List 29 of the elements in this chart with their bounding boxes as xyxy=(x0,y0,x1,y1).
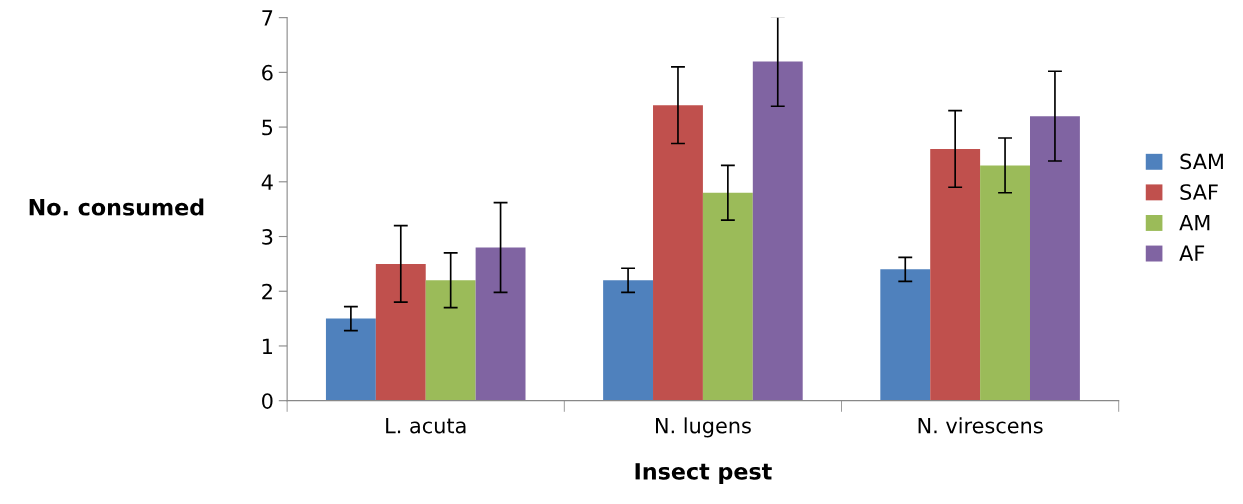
legend-label: AM xyxy=(1179,215,1210,231)
y-axis-title: No. consumed xyxy=(29,198,204,216)
bar xyxy=(1030,116,1080,401)
x-tick-label: L. acuta xyxy=(386,417,466,434)
y-tick-label: 6 xyxy=(262,64,273,81)
legend-label: AF xyxy=(1179,245,1205,261)
x-tick-label: N. lugens xyxy=(656,417,751,438)
bar xyxy=(325,318,376,401)
y-tick-label: 2 xyxy=(262,283,272,300)
y-tick-label: 0 xyxy=(262,393,273,409)
bar xyxy=(425,280,476,401)
bar xyxy=(752,61,803,401)
bar xyxy=(702,192,753,401)
bar xyxy=(603,280,654,401)
legend-label: SAF xyxy=(1180,184,1218,200)
y-tick-label: 3 xyxy=(262,228,273,245)
y-tick-label: 1 xyxy=(262,338,273,354)
bar xyxy=(980,165,1030,401)
bar xyxy=(930,148,981,401)
y-tick-label: 7 xyxy=(262,10,273,26)
bar xyxy=(880,269,931,401)
x-tick-label: N. virescens xyxy=(918,417,1043,434)
y-tick-label: 5 xyxy=(262,119,273,136)
legend-label: SAM xyxy=(1180,153,1223,170)
bar xyxy=(653,105,703,401)
bar xyxy=(475,247,526,401)
x-axis-title: Insect pest xyxy=(635,463,772,485)
bar xyxy=(375,263,426,401)
y-tick-label: 4 xyxy=(261,174,273,190)
